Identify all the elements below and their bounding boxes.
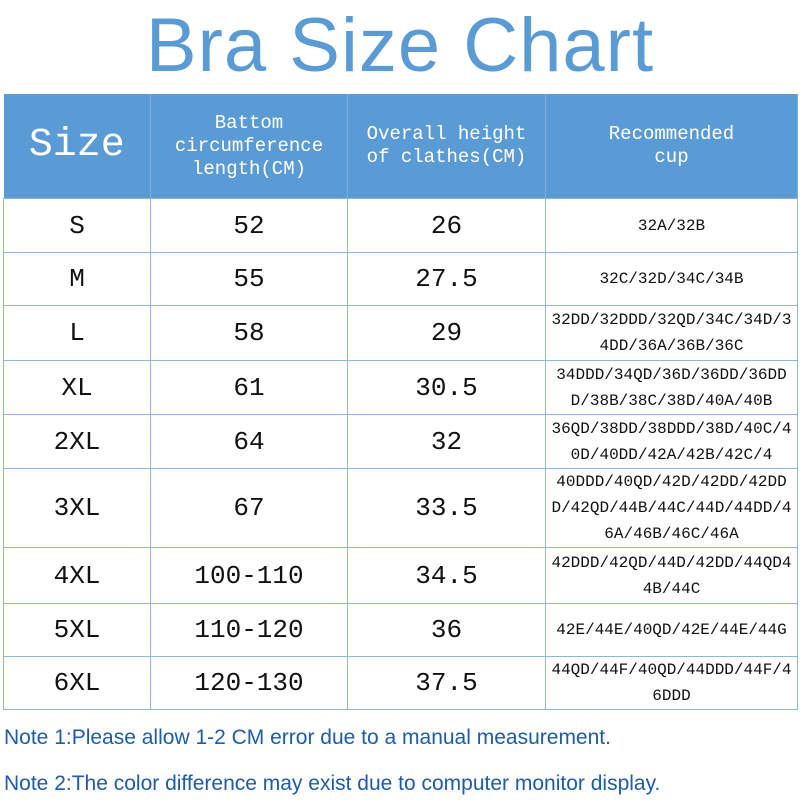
- note-2: Note 2:The color difference may exist du…: [4, 772, 661, 795]
- height-cell: 33.5: [347, 468, 546, 548]
- size-cell: 3XL: [3, 468, 151, 548]
- table-row: 4XL 100-110 34.5 42DDD/42QD/44D/42DD/44QD44…: [3, 547, 798, 604]
- header-height: Overall height of clathes(CM): [347, 94, 546, 199]
- height-cell: 26: [347, 198, 546, 253]
- height-cell: 34.5: [347, 547, 546, 604]
- table-row: L 58 29 32DD/32DDD/32QD/34C/34D/34DD/36A/36…: [3, 305, 798, 361]
- height-cell: 32: [347, 414, 546, 469]
- header-size: Size: [3, 94, 151, 199]
- bottom-cell: 110-120: [150, 603, 348, 657]
- cup-cell: 42DDD/42QD/44D/42DD/44QD44B/44C: [545, 547, 798, 604]
- bottom-cell: 55: [150, 252, 348, 306]
- height-cell: 37.5: [347, 656, 546, 710]
- height-cell: 27.5: [347, 252, 546, 306]
- header-cup: Recommended cup: [545, 94, 798, 199]
- bottom-cell: 52: [150, 198, 348, 253]
- note-1: Note 1:Please allow 1-2 CM error due to …: [4, 726, 611, 749]
- page-title: Bra Size Chart: [145, 3, 655, 88]
- header-bottom: Battom circumference length(CM): [150, 94, 348, 199]
- cup-cell: 40DDD/40QD/42D/42DD/42DDD/42QD/44B/44C/4…: [545, 468, 798, 548]
- size-cell: 2XL: [3, 414, 151, 469]
- size-cell: 5XL: [3, 603, 151, 657]
- bottom-cell: 120-130: [150, 656, 348, 710]
- cup-cell: 36QD/38DD/38DDD/38D/40C/40D/40DD/42A/42B…: [545, 414, 798, 469]
- size-table: Size Battom circumference length(CM) Ove…: [3, 94, 798, 710]
- height-cell: 29: [347, 305, 546, 361]
- size-cell: XL: [3, 360, 151, 415]
- size-cell: M: [3, 252, 151, 306]
- cup-cell: 32DD/32DDD/32QD/34C/34D/34DD/36A/36B/36C: [545, 305, 798, 361]
- bottom-cell: 58: [150, 305, 348, 361]
- size-cell: 6XL: [3, 656, 151, 710]
- table-row: 3XL 67 33.5 40DDD/40QD/42D/42DD/42DDD/42QD/…: [3, 468, 798, 548]
- size-cell: 4XL: [3, 547, 151, 604]
- bottom-cell: 64: [150, 414, 348, 469]
- table-row: 6XL 120-130 37.5 44QD/44F/40QD/44DDD/44F/46…: [3, 656, 798, 710]
- table-row: XL 61 30.5 34DDD/34QD/36D/36DD/36DDD/38B/38…: [3, 360, 798, 415]
- height-cell: 36: [347, 603, 546, 657]
- size-cell: L: [3, 305, 151, 361]
- size-cell: S: [3, 198, 151, 253]
- header-row: Size Battom circumference length(CM) Ove…: [3, 94, 798, 199]
- height-cell: 30.5: [347, 360, 546, 415]
- bottom-cell: 61: [150, 360, 348, 415]
- cup-cell: 32A/32B: [545, 198, 798, 253]
- table-row: M 55 27.5 32C/32D/34C/34B: [3, 252, 798, 306]
- cup-cell: 44QD/44F/40QD/44DDD/44F/46DDD: [545, 656, 798, 710]
- cup-cell: 34DDD/34QD/36D/36DD/36DDD/38B/38C/38D/40…: [545, 360, 798, 415]
- cup-cell: 42E/44E/40QD/42E/44E/44G: [545, 603, 798, 657]
- cup-cell: 32C/32D/34C/34B: [545, 252, 798, 306]
- table-row: 5XL 110-120 36 42E/44E/40QD/42E/44E/44G: [3, 603, 798, 657]
- table-row: 2XL 64 32 36QD/38DD/38DDD/38D/40C/40D/40DD/…: [3, 414, 798, 469]
- table-row: S 52 26 32A/32B: [3, 198, 798, 253]
- bottom-cell: 100-110: [150, 547, 348, 604]
- bottom-cell: 67: [150, 468, 348, 548]
